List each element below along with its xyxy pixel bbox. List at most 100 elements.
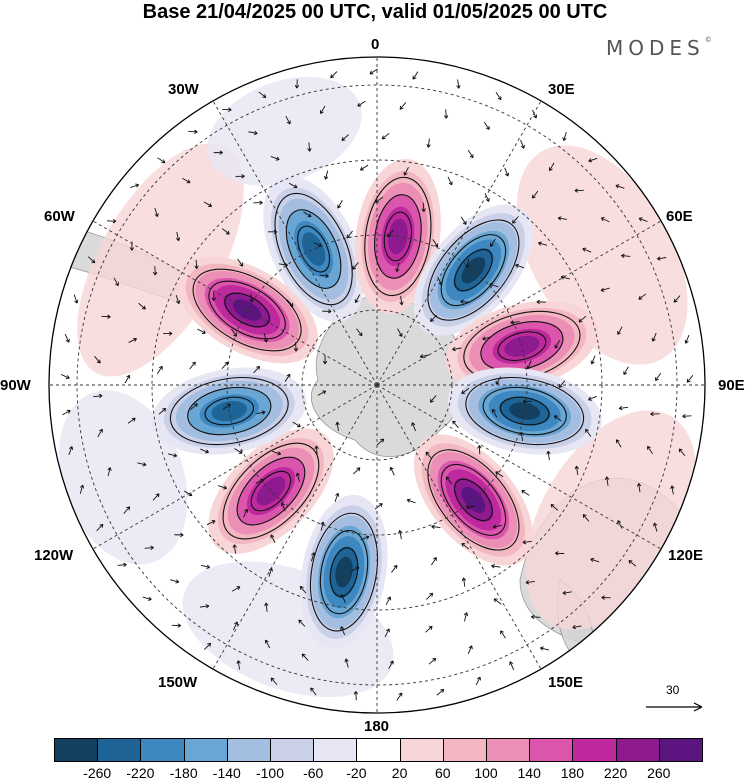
wind-arrow	[301, 653, 309, 661]
wind-arrow	[337, 199, 343, 209]
wind-arrow	[678, 448, 686, 457]
wind-arrow	[548, 162, 555, 172]
wind-arrow	[258, 91, 267, 98]
wind-arrow	[200, 448, 209, 454]
wind-arrow	[231, 586, 241, 592]
wind-arrow	[319, 273, 329, 279]
wind-arrow	[270, 156, 280, 161]
wind-arrow	[647, 445, 653, 454]
wind-arrow	[334, 492, 340, 502]
anomaly-contour	[461, 486, 486, 514]
wind-arrow	[174, 532, 184, 538]
wind-arrow	[60, 374, 70, 380]
meridian	[376, 220, 662, 386]
wind-arrow	[317, 390, 327, 396]
wind-arrow	[87, 256, 96, 264]
wind-arrow	[483, 121, 490, 130]
wind-arrow	[509, 661, 515, 671]
wind-arrow	[532, 109, 538, 119]
reference-vector-arrow	[646, 702, 703, 712]
colorbar-cell	[529, 738, 574, 762]
wind-arrow	[399, 102, 407, 110]
wind-arrow	[310, 687, 317, 696]
wind-arrow	[467, 149, 474, 159]
wind-arrow	[255, 478, 265, 484]
streamline	[169, 377, 289, 446]
wind-arrow	[199, 604, 210, 609]
wind-arrow	[500, 630, 506, 639]
wind-arrow	[463, 612, 469, 622]
wind-arrow	[298, 619, 306, 627]
wind-arrow	[429, 395, 437, 403]
wind-arrow	[460, 216, 467, 225]
wind-arrow	[437, 276, 443, 286]
wind-arrow	[264, 639, 271, 649]
wind-arrow	[562, 590, 572, 596]
wind-arrow	[203, 201, 213, 207]
colorbar-tick-label: -20	[346, 765, 367, 781]
wind-arrow	[429, 314, 438, 322]
colorbar-cell	[658, 738, 703, 762]
wind-arrow	[324, 170, 329, 180]
wind-arrow	[96, 523, 104, 532]
wind-arrow	[284, 373, 291, 383]
anomaly-contour	[301, 232, 326, 266]
wind-arrow	[322, 309, 332, 314]
wind-arrow	[425, 625, 433, 633]
wind-arrow	[335, 421, 340, 432]
wind-arrow	[431, 524, 441, 529]
lon-label-60e: 60E	[666, 208, 693, 225]
colorbar-tick-label: 220	[603, 765, 628, 781]
wind-arrow	[206, 520, 216, 526]
colorbar-tick-label: -220	[126, 765, 155, 781]
wind-arrow	[460, 299, 470, 304]
wind-arrow	[426, 138, 431, 148]
wind-arrow	[233, 621, 239, 631]
wind-arrow	[560, 275, 570, 280]
streamline	[250, 470, 292, 512]
wind-arrow	[588, 157, 598, 163]
colorbar-cell	[140, 738, 185, 762]
colorbar-cell	[486, 738, 531, 762]
anomaly-center	[300, 494, 388, 650]
wind-arrow	[389, 466, 395, 476]
wind-arrow	[574, 465, 579, 475]
streamline	[364, 176, 432, 297]
wind-arrow	[465, 504, 476, 510]
wind-arrow	[512, 216, 519, 224]
meridian	[212, 100, 378, 386]
streamline	[285, 209, 342, 289]
colorbar-cell	[226, 738, 271, 762]
lon-label-150e: 150E	[548, 674, 584, 691]
wind-arrow	[359, 164, 369, 171]
wind-arrow	[623, 366, 629, 375]
streamline	[499, 396, 550, 426]
wind-arrow	[263, 333, 268, 343]
wind-arrow	[79, 484, 85, 494]
wind-arrow	[330, 71, 338, 79]
streamline	[454, 248, 493, 292]
wind-arrow	[97, 428, 103, 438]
wind-arrow	[554, 340, 561, 349]
wind-arrow	[495, 376, 502, 385]
wind-arrow	[388, 660, 394, 669]
anomaly-contour	[256, 476, 286, 506]
wind-arrow	[170, 579, 180, 584]
wind-arrow	[248, 130, 258, 136]
wind-arrow	[391, 564, 398, 573]
wind-arrow	[353, 467, 361, 475]
streamline	[274, 192, 353, 306]
colorbar-tick-label: 20	[391, 765, 408, 781]
lon-label-120w: 120W	[34, 547, 74, 564]
wind-arrow	[353, 691, 359, 701]
colorbar	[54, 738, 703, 762]
wind-arrow	[156, 365, 163, 374]
wind-arrow	[175, 231, 181, 242]
wind-arrow	[322, 354, 328, 365]
colorbar-tick-label: 60	[435, 765, 451, 781]
wind-arrow	[221, 361, 229, 370]
wind-arrow	[521, 489, 530, 496]
wind-arrow	[621, 253, 631, 258]
colorbar-tick-label: -140	[212, 765, 241, 781]
